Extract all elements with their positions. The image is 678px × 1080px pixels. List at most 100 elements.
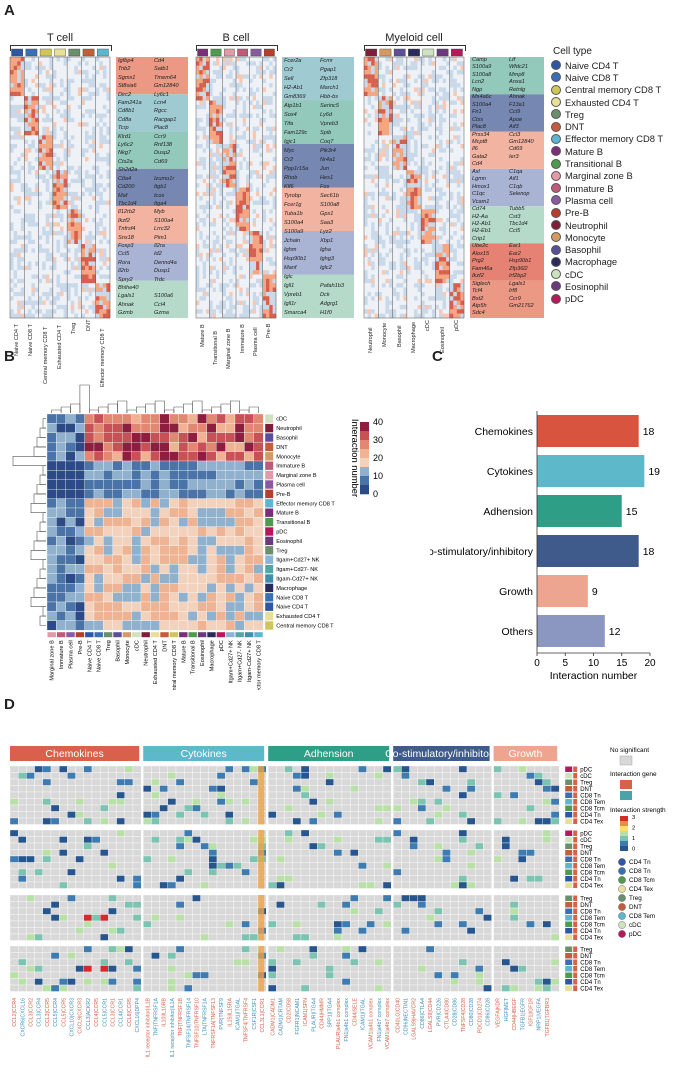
gene-name: Izumo1r	[154, 175, 175, 182]
row-swatch	[565, 959, 573, 965]
bracket-myeloid	[364, 45, 466, 51]
gene-row: Il2rb Dusp1	[116, 267, 188, 275]
gene-label: CCL3L1|CCR1	[260, 998, 266, 1033]
row-label: Marginal zone B	[276, 473, 317, 479]
row-label: Mature B	[276, 511, 299, 517]
legend-label: Mature B	[565, 145, 604, 157]
legend-dot	[551, 269, 561, 280]
legend-dot	[551, 293, 561, 304]
gene-label: TNFSF4|CD28	[461, 998, 467, 1032]
x-tick-label: 20	[644, 658, 656, 669]
gene-label: LTA|TNFRSF1A	[203, 997, 209, 1034]
gene-row: Bhlhe40	[116, 284, 188, 292]
col-swatch	[179, 632, 188, 638]
gene-name: Tmem64	[154, 74, 177, 81]
bar-category-label: Co-stimulatory/inhibitory	[430, 546, 534, 558]
row-swatch	[565, 818, 573, 824]
x-tick-label: 10	[588, 658, 600, 669]
row-label: Treg	[580, 781, 592, 787]
gene-band-0-2	[116, 131, 188, 169]
gene-name: S100a9	[472, 64, 492, 71]
celltype-swatch-2-1	[379, 48, 392, 57]
legend-dot	[551, 207, 561, 218]
gene-name: Gm12840	[154, 83, 179, 90]
row-swatch	[565, 856, 573, 862]
row-swatch	[565, 805, 573, 811]
gene-name: Ier3	[509, 153, 519, 160]
gene-name: Il2ra	[154, 242, 165, 249]
gene-name: Hbb-bs	[320, 94, 339, 100]
gene-name: Axl	[472, 168, 480, 175]
gene-label: CD44|HBEGF	[512, 998, 518, 1030]
row-swatch	[565, 953, 573, 959]
row-swatch	[265, 470, 274, 480]
highlight-strip	[258, 766, 265, 825]
gene-row: Ube2c Ear1	[470, 243, 544, 250]
legend-item: Transitional B	[551, 157, 663, 169]
gene-label: PLAUR|ITGA4	[311, 998, 317, 1032]
gene-label: CCL3|CCR5	[45, 998, 51, 1027]
row-label: cDC	[580, 838, 592, 844]
legend-item: Immature B	[551, 182, 663, 194]
gene-label: CCL3|CCR2	[29, 998, 35, 1027]
gene-label: CCL5|CCR5	[61, 998, 67, 1027]
gene-name: Ear2	[509, 250, 521, 257]
gene-name: Wfdc21	[509, 64, 528, 71]
gene-row: Tcf4 Irf8	[470, 288, 544, 295]
gene-row: Gm8369 Hbb-bs	[282, 93, 354, 102]
row-swatch	[565, 972, 573, 978]
gene-name: C1qc	[472, 191, 486, 198]
row-label: CD8 Tcm	[580, 923, 605, 929]
column-label: DNT	[85, 319, 92, 332]
gene-name: Irf8	[509, 288, 518, 295]
gene-label: CTLA4|CD80	[445, 998, 451, 1029]
legend-label: Treg	[565, 108, 584, 120]
colorbar-segment	[360, 449, 369, 459]
gene-label: CCL3|ACKR2	[86, 998, 92, 1030]
gene-name: Ppp1r15a	[284, 166, 309, 172]
row-label: CD8 Tn	[580, 961, 601, 967]
gene-name: Ly6d	[320, 112, 333, 118]
legend-cell-label: cDC	[629, 922, 642, 929]
gene-name: Myc	[284, 148, 295, 154]
gene-row: Tyrobp Sec61b	[282, 192, 354, 201]
gene-row: H2-Aa Cst3	[470, 214, 544, 221]
gene-label: LGALS9|CD44	[428, 998, 434, 1032]
celltype-swatch-2-0	[365, 48, 377, 57]
gene-name: Zfp318	[320, 76, 338, 82]
row-swatch	[265, 508, 274, 517]
gene-row: Tifa Vpreb3	[282, 120, 354, 129]
gene-name: Snx18	[118, 234, 134, 241]
row-swatch	[265, 602, 274, 611]
gene-list-myeloid: Camp Ltf S100a9 Wfdc21 S100a8 Mmp8 Lcn2 Anxa1 Ng…	[470, 57, 544, 318]
gene-name: Cst3	[509, 213, 521, 220]
row-swatch	[265, 433, 274, 442]
row-label: Treg	[580, 948, 592, 954]
row-swatch-2	[573, 863, 578, 869]
gene-name: Igfbp4	[118, 58, 134, 64]
row-label: Treg	[580, 897, 592, 903]
gene-name: Bst2	[472, 295, 484, 302]
legend-item: Mature B	[551, 145, 663, 157]
gene-label: CD44|HMMR	[320, 998, 326, 1029]
row-swatch	[265, 499, 274, 508]
legend-cell-label: Treg	[629, 895, 642, 902]
colorbar-tick: 30	[373, 435, 383, 445]
gene-row: Fam241a Lcn4	[116, 99, 188, 107]
legend-dot	[551, 281, 561, 292]
celltype-swatch-2-3	[408, 48, 420, 57]
row-swatch	[265, 611, 274, 621]
gene-row: Cr2 Nr4a1	[282, 156, 354, 165]
legend-dot	[551, 220, 561, 230]
gene-name: Lgals1	[118, 293, 135, 300]
gene-name: Cr2	[284, 157, 294, 163]
legend-cell-label: pDC	[629, 931, 642, 938]
gene-name: S100a6	[154, 293, 174, 300]
gene-name: Xbp1	[320, 238, 334, 244]
gene-name: Ighm	[284, 247, 297, 253]
gene-name: Igll1	[284, 283, 295, 289]
legend-cell-dot	[618, 876, 626, 884]
gene-band-1-2	[282, 144, 354, 188]
gene-name: Cr2	[284, 67, 294, 73]
row-label: DNT	[580, 954, 593, 960]
